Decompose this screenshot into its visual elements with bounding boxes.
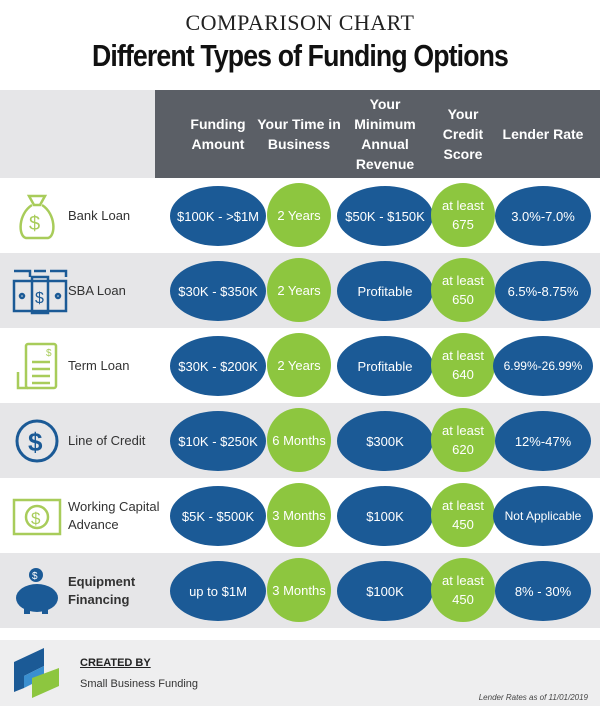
funding-type-label: Working Capital Advance xyxy=(68,498,160,532)
table-row: $ SBA Loan $30K - $350K 2 Years Profitab… xyxy=(0,253,600,328)
min-revenue-badge: $300K xyxy=(337,411,433,471)
rates-note: Lender Rates as of 11/01/2019 xyxy=(478,693,588,702)
time-in-business-badge: 2 Years xyxy=(267,258,331,322)
time-in-business-badge: 3 Months xyxy=(267,483,331,547)
lender-rate-badge: 12%-47% xyxy=(495,411,591,471)
lender-rate-badge: 6.5%-8.75% xyxy=(495,261,591,321)
credit-score-badge: at least 675 xyxy=(431,183,495,247)
credit-score-badge: at least 620 xyxy=(431,408,495,472)
time-in-business-badge: 2 Years xyxy=(267,333,331,397)
lender-rate-badge: 6.99%-26.99% xyxy=(493,336,593,396)
funding-type-label: Bank Loan xyxy=(68,207,131,223)
piggy-bank-icon: $ xyxy=(12,567,62,615)
col-funding-amount: Funding Amount xyxy=(190,116,246,152)
lender-rate-badge: 3.0%-7.0% xyxy=(495,186,591,246)
created-by-label: CREATED BY xyxy=(80,657,151,669)
lender-rate-badge: Not Applicable xyxy=(493,486,593,546)
min-revenue-badge: $50K - $150K xyxy=(337,186,433,246)
svg-text:$: $ xyxy=(32,571,38,582)
funding-amount-badge: $5K - $500K xyxy=(170,486,266,546)
chart-kicker: COMPARISON CHART xyxy=(185,10,415,35)
money-bag-icon: $ xyxy=(12,192,62,240)
funding-amount-badge: $30K - $200K xyxy=(170,336,266,396)
svg-text:$: $ xyxy=(31,509,41,528)
funding-type-label: Line of Credit xyxy=(68,432,146,448)
footer: CREATED BY Small Business Funding Lender… xyxy=(0,640,600,706)
col-time-in-business: Your Time in Business xyxy=(257,116,341,152)
funding-amount-badge: $100K - >$1M xyxy=(170,186,266,246)
document-icon: $ xyxy=(12,342,62,390)
svg-text:$: $ xyxy=(46,348,52,359)
table-row: $ Bank Loan $100K - >$1M 2 Years $50K - … xyxy=(0,178,600,253)
time-in-business-badge: 3 Months xyxy=(267,558,331,622)
funding-amount-badge: $30K - $350K xyxy=(170,261,266,321)
dollar-coin-icon: $ xyxy=(12,417,62,465)
svg-text:$: $ xyxy=(35,290,44,307)
funding-amount-badge: up to $1M xyxy=(170,561,266,621)
funding-type-label: SBA Loan xyxy=(68,282,126,298)
page-title: Different Types of Funding Options xyxy=(91,38,509,73)
svg-text:$: $ xyxy=(28,427,43,457)
credit-score-badge: at least 640 xyxy=(431,333,495,397)
credit-score-badge: at least 450 xyxy=(431,558,495,622)
funding-type-label: Term Loan xyxy=(68,357,130,373)
table-row: $ Line of Credit $10K - $250K 6 Months $… xyxy=(0,403,600,478)
min-revenue-badge: $100K xyxy=(337,486,433,546)
col-credit-score: Your Credit Score xyxy=(442,106,484,162)
banknote-icon: $ xyxy=(12,492,62,540)
time-in-business-badge: 2 Years xyxy=(267,183,331,247)
table-row: $ Term Loan $30K - $200K 2 Years Profita… xyxy=(0,328,600,403)
col-lender-rate: Lender Rate xyxy=(502,126,584,142)
time-in-business-badge: 6 Months xyxy=(267,408,331,472)
min-revenue-badge: $100K xyxy=(337,561,433,621)
logo-icon xyxy=(14,648,59,698)
company-name: Small Business Funding xyxy=(80,678,199,690)
min-revenue-badge: Profitable xyxy=(337,261,433,321)
svg-text:$: $ xyxy=(29,213,40,235)
funding-type-label: Equipment Financing xyxy=(68,573,136,607)
table-header: Funding Amount Your Time in Business You… xyxy=(0,90,600,178)
credit-score-badge: at least 650 xyxy=(431,258,495,322)
col-min-revenue: Your Minimum Annual Revenue xyxy=(354,96,416,172)
cash-stack-icon: $ xyxy=(12,267,68,315)
lender-rate-badge: 8% - 30% xyxy=(495,561,591,621)
table-row: $ Working Capital Advance $5K - $500K 3 … xyxy=(0,478,600,553)
funding-amount-badge: $10K - $250K xyxy=(170,411,266,471)
credit-score-badge: at least 450 xyxy=(431,483,495,547)
table-row: $ Equipment Financing up to $1M 3 Months… xyxy=(0,553,600,628)
min-revenue-badge: Profitable xyxy=(337,336,433,396)
